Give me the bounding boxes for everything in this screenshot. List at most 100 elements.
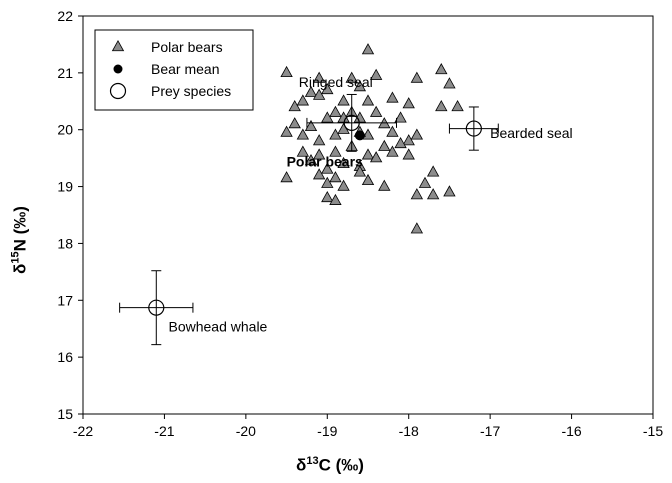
legend-label: Polar bears: [151, 39, 223, 55]
polar-bear-point: [369, 105, 383, 117]
prey-species-point: [148, 299, 165, 316]
polar-bear-point: [402, 134, 415, 146]
polar-bear-point: [410, 188, 424, 200]
polar-bear-point: [329, 193, 342, 205]
polar-bear-point: [418, 176, 432, 188]
legend-marker-open-circle: [109, 82, 127, 100]
polar-bear-point: [329, 145, 342, 157]
prey-species-point: [343, 114, 360, 131]
legend-label: Bear mean: [151, 61, 219, 77]
legend: Polar bears Bear mean Prey species: [94, 29, 254, 111]
axis-ticks: -22 -21 -20 -19 -18 -17 -16 -15 15 16 17 18 19 20 21 22: [57, 8, 663, 439]
annotation-label: Ringed seal: [299, 74, 373, 90]
x-tick-label: -22: [73, 423, 93, 439]
y-tick-label: 22: [57, 8, 73, 24]
polar-bear-point: [410, 71, 424, 83]
y-tick-label: 20: [57, 122, 73, 138]
x-tick-label: -19: [317, 423, 337, 439]
polar-bear-point: [435, 63, 448, 75]
polar-bear-point: [312, 168, 326, 180]
polar-bear-point: [394, 111, 407, 123]
x-tick-label: -16: [561, 423, 581, 439]
polar-bear-point: [361, 43, 375, 55]
x-tick-label: -20: [236, 423, 256, 439]
polar-bear-point: [280, 125, 293, 137]
polar-bear-point: [386, 145, 399, 157]
y-axis-label: δ15N (‰): [9, 206, 30, 274]
y-tick-label: 17: [57, 292, 73, 308]
polar-bear-point: [296, 128, 310, 140]
annotation-label: Polar bears: [287, 154, 363, 170]
bear-mean-point: [354, 130, 365, 141]
plot-area: [82, 15, 654, 415]
polar-bear-point: [312, 148, 326, 160]
data-layer: [119, 43, 499, 346]
polar-bear-point: [410, 128, 424, 140]
polar-bear-point: [386, 91, 399, 103]
legend-marker-filled-circle: [113, 64, 123, 74]
polar-bear-point: [312, 88, 326, 100]
x-axis-label: δ13C (‰): [296, 455, 364, 475]
annotation-label: Bearded seal: [490, 125, 573, 141]
polar-bear-point: [329, 171, 342, 183]
polar-bear-point: [353, 80, 367, 92]
polar-bear-point: [304, 85, 318, 97]
polar-bear-point: [426, 188, 440, 200]
polar-bear-point: [280, 171, 293, 183]
x-tick-label: -21: [154, 423, 174, 439]
polar-bear-point: [402, 97, 415, 109]
prey-species-point: [465, 120, 482, 137]
polar-bear-point: [337, 179, 350, 191]
polar-bear-point: [312, 134, 326, 146]
y-tick-label: 19: [57, 179, 73, 195]
legend-label: Prey species: [151, 83, 231, 99]
polar-bear-point: [361, 94, 375, 106]
y-tick-label: 15: [57, 406, 73, 422]
polar-bear-point: [321, 162, 334, 174]
polar-bear-point: [321, 190, 334, 203]
polar-bear-point: [435, 100, 448, 112]
polar-bear-point: [296, 94, 310, 106]
polar-bear-point: [345, 71, 358, 83]
polar-bear-point: [443, 185, 456, 197]
polar-bear-point: [361, 148, 375, 160]
polar-bear-point: [296, 145, 310, 157]
annotation-layer: Ringed seal Bearded seal Polar bears Bowhea…: [169, 74, 573, 334]
polar-bear-point: [337, 94, 350, 106]
polar-bear-point: [361, 173, 375, 186]
y-tick-label: 18: [57, 235, 73, 251]
polar-bear-point: [304, 154, 318, 166]
polar-bear-point: [321, 82, 334, 95]
polar-bear-point: [443, 77, 456, 89]
polar-bear-point: [329, 128, 342, 140]
x-tick-label: -17: [480, 423, 500, 439]
polar-bear-point: [288, 100, 301, 112]
polar-bear-point: [353, 165, 367, 177]
polar-bear-point: [280, 65, 293, 78]
y-tick-label: 21: [57, 65, 73, 81]
polar-bear-point: [378, 139, 391, 151]
legend-marker-triangle: [111, 40, 125, 52]
polar-bear-point: [312, 71, 326, 83]
polar-bear-point: [321, 176, 334, 188]
x-tick-label: -15: [643, 423, 663, 439]
polar-bear-point: [410, 222, 424, 234]
polar-bear-point: [402, 148, 415, 160]
polar-bear-point: [288, 117, 301, 129]
polar-bear-point: [394, 136, 407, 149]
polar-bear-point: [369, 151, 383, 163]
x-tick-label: -18: [399, 423, 419, 439]
polar-bear-point: [378, 179, 391, 191]
y-tick-label: 16: [57, 349, 73, 365]
polar-bear-point: [304, 119, 318, 132]
polar-bear-point: [321, 111, 334, 123]
polar-bear-point: [369, 68, 383, 80]
annotation-label: Bowhead whale: [169, 319, 268, 335]
polar-bear-point: [451, 100, 464, 112]
polar-bear-point: [337, 156, 350, 168]
plot-frame: [82, 15, 654, 415]
polar-bear-point: [329, 105, 342, 117]
polar-bear-point: [426, 165, 440, 177]
polar-bear-point: [386, 125, 399, 137]
